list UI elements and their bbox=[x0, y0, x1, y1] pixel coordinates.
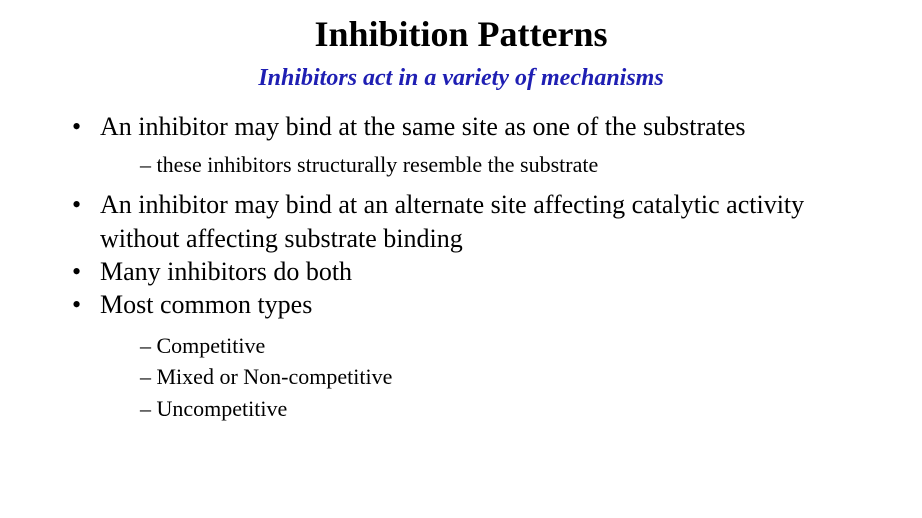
bullet-item: An inhibitor may bind at the same site a… bbox=[60, 110, 862, 180]
sub-bullet-text: Uncompetitive bbox=[157, 396, 288, 421]
sub-bullet-item: Mixed or Non-competitive bbox=[140, 361, 862, 393]
sub-bullet-text: Competitive bbox=[157, 333, 266, 358]
sub-bullet-text: Mixed or Non-competitive bbox=[157, 364, 393, 389]
bullet-text: Most common types bbox=[100, 290, 312, 319]
slide-subtitle: Inhibitors act in a variety of mechanism… bbox=[60, 65, 862, 92]
bullet-text: Many inhibitors do both bbox=[100, 257, 352, 286]
sub-bullet-item: Uncompetitive bbox=[140, 393, 862, 425]
slide: Inhibition Patterns Inhibitors act in a … bbox=[0, 0, 922, 518]
sub-bullet-text: these inhibitors structurally resemble t… bbox=[140, 152, 598, 177]
bullet-list: An inhibitor may bind at the same site a… bbox=[60, 110, 862, 425]
bullet-text: An inhibitor may bind at an alternate si… bbox=[100, 190, 804, 252]
bullet-item: Most common types Competitive Mixed or N… bbox=[60, 288, 862, 425]
sub-bullet: these inhibitors structurally resemble t… bbox=[100, 150, 862, 181]
slide-title: Inhibition Patterns bbox=[60, 14, 862, 55]
bullet-text: An inhibitor may bind at the same site a… bbox=[100, 112, 746, 141]
bullet-item: Many inhibitors do both bbox=[60, 255, 862, 288]
sub-bullet-list: Competitive Mixed or Non-competitive Unc… bbox=[100, 330, 862, 426]
sub-bullet-item: Competitive bbox=[140, 330, 862, 362]
bullet-item: An inhibitor may bind at an alternate si… bbox=[60, 188, 862, 255]
